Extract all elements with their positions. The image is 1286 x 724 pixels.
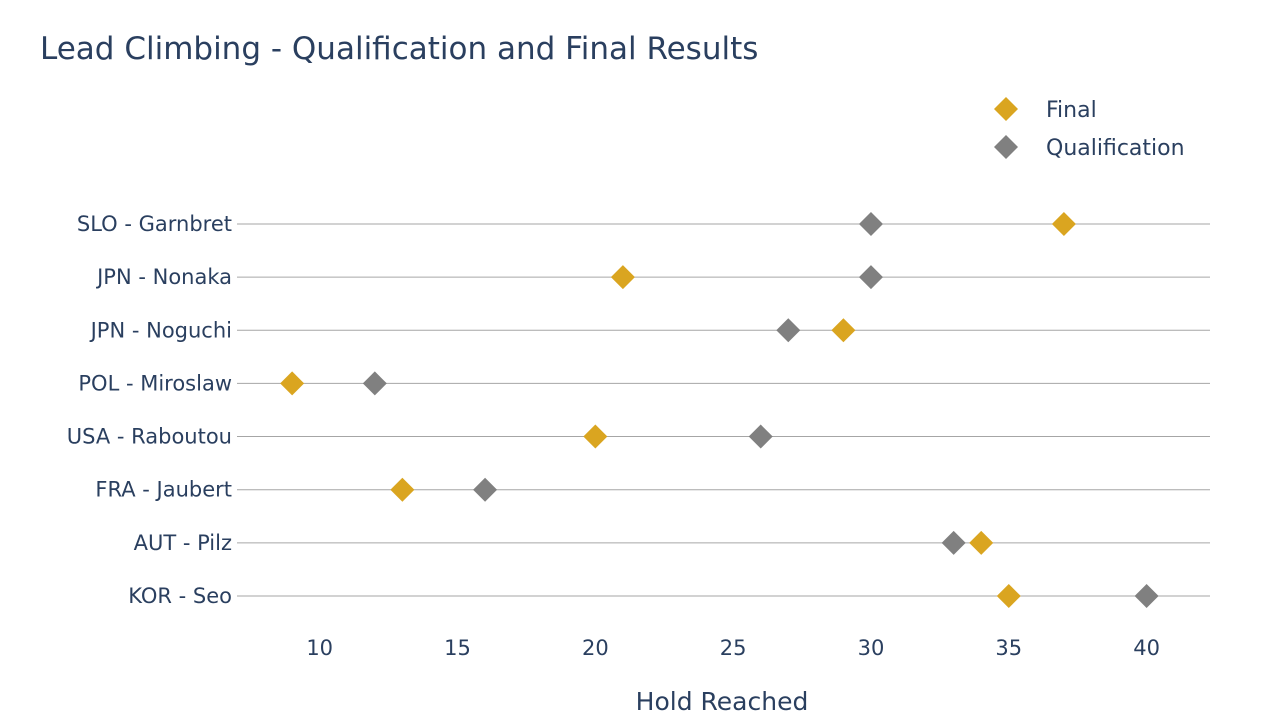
- marker-final[interactable]: [583, 424, 608, 449]
- marker-final[interactable]: [969, 530, 994, 555]
- legend-label: Final: [1046, 98, 1097, 123]
- chart-title: Lead Climbing - Qualification and Final …: [40, 31, 758, 67]
- marker-final[interactable]: [610, 265, 635, 290]
- x-tick-label: 35: [995, 636, 1022, 660]
- x-tick-label: 10: [306, 636, 333, 660]
- y-axis-label: USA - Raboutou: [67, 425, 232, 449]
- row-lines: [237, 223, 1210, 597]
- y-axis-label: JPN - Nonaka: [95, 265, 232, 289]
- marker-qualification[interactable]: [858, 212, 883, 236]
- x-tick-label: 25: [720, 636, 747, 660]
- marker-qualification[interactable]: [362, 371, 387, 396]
- y-axis-label: FRA - Jaubert: [95, 478, 232, 502]
- y-axis-label: POL - Miroslaw: [78, 371, 232, 395]
- x-axis-ticks: 10 15 20 25 30 35 40: [306, 636, 1160, 660]
- x-tick-label: 15: [444, 636, 471, 660]
- x-tick-label: 40: [1133, 636, 1160, 660]
- legend-item-qualification[interactable]: Qualification: [994, 135, 1185, 161]
- legend-marker: [994, 97, 1018, 121]
- marker-qualification[interactable]: [1134, 583, 1159, 608]
- x-tick-label: 30: [858, 636, 885, 660]
- data-markers: [280, 212, 1159, 608]
- marker-final[interactable]: [390, 477, 415, 502]
- legend-marker: [994, 135, 1018, 159]
- marker-final[interactable]: [831, 318, 856, 343]
- marker-qualification[interactable]: [748, 424, 773, 449]
- marker-qualification[interactable]: [941, 530, 966, 555]
- legend-item-final[interactable]: Final: [994, 97, 1097, 123]
- y-axis-label: AUT - Pilz: [134, 531, 232, 555]
- y-axis-label: SLO - Garnbret: [77, 212, 232, 236]
- x-tick-label: 20: [582, 636, 609, 660]
- legend-label: Qualification: [1046, 136, 1185, 161]
- marker-final[interactable]: [1051, 212, 1076, 236]
- marker-qualification[interactable]: [776, 318, 801, 343]
- y-axis-label: KOR - Seo: [128, 584, 232, 608]
- marker-qualification[interactable]: [858, 265, 883, 290]
- marker-final[interactable]: [280, 371, 305, 396]
- x-axis-label: Hold Reached: [636, 687, 809, 716]
- y-axis-labels: SLO - Garnbret JPN - Nonaka JPN - Noguchi P…: [67, 212, 232, 608]
- marker-final[interactable]: [996, 583, 1021, 608]
- y-axis-label: JPN - Noguchi: [89, 318, 232, 342]
- legend[interactable]: Final Qualification: [994, 97, 1185, 161]
- marker-qualification[interactable]: [473, 477, 498, 502]
